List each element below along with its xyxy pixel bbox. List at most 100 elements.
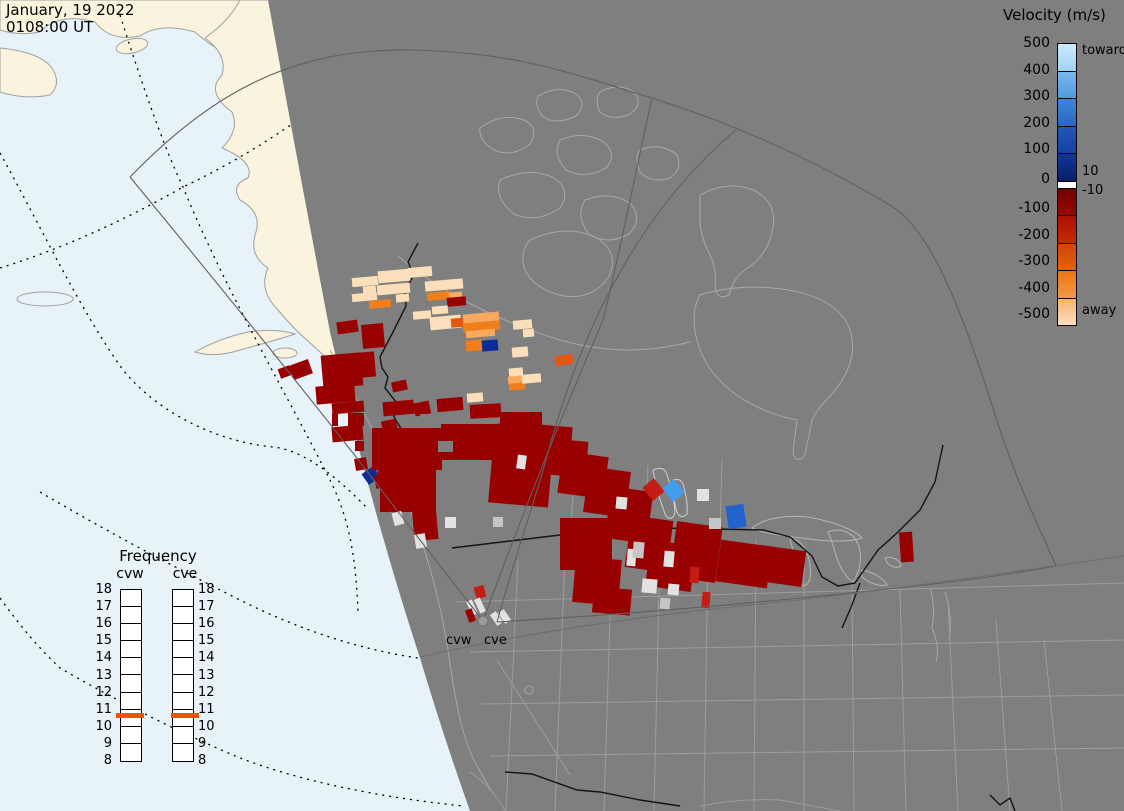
frequency-bar-cvw (120, 589, 142, 762)
velocity-cell (436, 396, 464, 413)
velocity-cell (331, 424, 364, 443)
velocity-cell (615, 496, 628, 510)
frequency-tick-label: 18 (95, 582, 112, 597)
velocity-colorbar-segment (1058, 298, 1076, 325)
frequency-marker-cvw (116, 713, 144, 718)
frequency-tick-label: 15 (198, 633, 215, 649)
velocity-cell (662, 479, 685, 502)
frequency-bar-segment (173, 590, 193, 608)
us-mexico-border (504, 771, 681, 807)
velocity-cell (368, 299, 392, 309)
velocity-toward-label: toward (1082, 43, 1124, 58)
frequency-tick-label: 8 (198, 753, 207, 768)
velocity-cell (659, 597, 671, 610)
velocity-cell (412, 400, 432, 417)
wrangel-island (115, 37, 149, 55)
velocity-cell (591, 586, 633, 616)
velocity-cell (382, 399, 415, 417)
velocity-colorbar-segment (1058, 271, 1076, 299)
velocity-tick-label: -100 (1018, 200, 1050, 216)
timestamp: January, 19 2022 0108:00 UT (6, 2, 134, 36)
velocity-colorbar-segment (1058, 154, 1076, 182)
velocity-cell (632, 541, 645, 559)
atlantic-coast (841, 582, 1016, 811)
velocity-away-label: away (1082, 303, 1117, 318)
frequency-legend-title: Frequency (119, 547, 197, 565)
alaska-yukon-border (379, 242, 419, 461)
lake-winnipeg-outlines (652, 467, 688, 519)
frequency-bar-segment (121, 727, 141, 744)
frequency-bar-segment (173, 624, 193, 642)
frequency-bar-segment (121, 607, 141, 625)
frequency-bar-segment (121, 693, 141, 710)
frequency-tick-label: 15 (95, 633, 112, 649)
velocity-cell (465, 339, 483, 352)
frequency-bar-segment (121, 624, 141, 642)
frequency-marker-cve (171, 713, 199, 718)
fov-inner-line-west (482, 97, 653, 622)
frequency-bar-segment (121, 675, 141, 693)
velocity-cell (320, 352, 364, 389)
frequency-tick-label: 17 (198, 599, 215, 615)
fov-top-arc (129, 49, 1057, 567)
velocity-cell (663, 550, 675, 568)
velocity-pos-threshold: 10 (1082, 164, 1099, 179)
velocity-cell (446, 296, 467, 307)
frequency-bar-cve (172, 589, 194, 762)
frequency-tick-label: 17 (95, 599, 112, 615)
radar-fov-outline (129, 49, 1057, 623)
velocity-cell (359, 351, 377, 378)
victoria-island (522, 230, 613, 298)
velocity-cell (521, 373, 542, 384)
velocity-cell (377, 268, 411, 284)
land-northwest-blob (0, 47, 57, 98)
velocity-tick-label: 300 (1023, 88, 1050, 104)
velocity-cell (469, 403, 502, 419)
velocity-colorbar-segment (1058, 44, 1076, 72)
velocity-cell (351, 275, 379, 288)
radar-site-dot (477, 615, 489, 627)
frequency-tick-label: 16 (198, 616, 215, 632)
frequency-tick-label: 13 (95, 667, 112, 683)
velocity-cell (445, 517, 456, 528)
frequency-bar-segment (173, 658, 193, 676)
velocity-cell (361, 466, 381, 485)
velocity-cell (642, 478, 665, 501)
velocity-cell (407, 265, 433, 279)
velocity-cell (277, 365, 293, 379)
frequency-tick-label: 18 (198, 582, 215, 597)
velocity-tick-label: 0 (1041, 170, 1050, 187)
velocity-cell (725, 503, 747, 530)
velocity-cell (315, 383, 356, 405)
velocity-tick-label: 100 (1023, 141, 1050, 157)
baffin-island (699, 185, 775, 298)
frequency-bar-segment (121, 710, 141, 727)
velocity-cell (494, 423, 554, 469)
velocity-cell (493, 517, 503, 527)
velocity-cell (669, 521, 723, 583)
frequency-tick-label: 12 (95, 684, 112, 700)
frequency-tick-label: 14 (198, 650, 215, 666)
velocity-cell (360, 323, 386, 349)
velocity-cell (331, 400, 365, 415)
frequency-tick-label: 14 (95, 650, 112, 666)
velocity-cell (500, 412, 542, 428)
lake-erie (861, 569, 888, 586)
velocity-cell (522, 328, 535, 338)
map-background-patch (420, 414, 441, 428)
velocity-cell (376, 282, 411, 296)
frequency-bar-segment (173, 727, 193, 744)
frequency-tick-label: 10 (198, 718, 215, 734)
velocity-cell (689, 566, 700, 584)
latitude-line-night (419, 555, 1124, 658)
velocity-cells-layer (277, 265, 915, 626)
velocity-cell (464, 608, 477, 623)
state-borders (454, 459, 1124, 811)
frequency-column-label: cvw (116, 566, 144, 582)
frequency-bar-segment (173, 675, 193, 693)
velocity-colorbar (1057, 43, 1077, 326)
velocity-cell (465, 328, 496, 339)
velocity-tick-label: -400 (1018, 279, 1050, 296)
velocity-cell (332, 413, 338, 426)
